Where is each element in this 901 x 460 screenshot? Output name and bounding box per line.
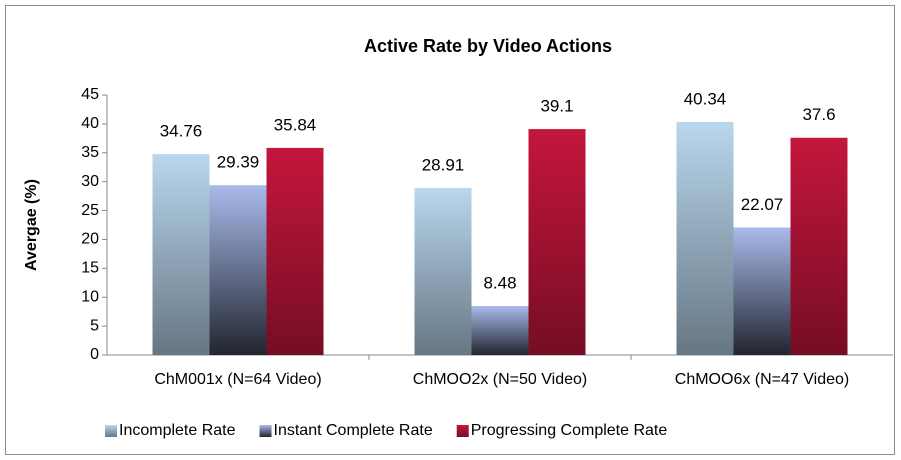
x-tick-label: ChMOO2x (N=50 Video) (413, 371, 587, 388)
legend-label: Incomplete Rate (119, 422, 236, 439)
value-label: 8.48 (483, 273, 516, 292)
bar (733, 227, 791, 355)
value-label: 40.34 (684, 89, 727, 108)
y-tick-label: 5 (90, 317, 99, 334)
bar (152, 154, 210, 355)
value-label: 29.39 (217, 153, 260, 172)
bar (414, 187, 472, 355)
value-label: 35.84 (274, 115, 317, 134)
value-label: 39.1 (540, 97, 573, 116)
chart-title: Active Rate by Video Actions (364, 36, 612, 56)
y-tick-label: 10 (81, 288, 99, 305)
y-tick-label: 20 (81, 231, 99, 248)
bar (209, 185, 267, 355)
value-label: 28.91 (422, 155, 465, 174)
y-tick-label: 35 (81, 144, 99, 161)
x-tick-label: ChM001x (N=64 Video) (154, 371, 321, 388)
value-label: 34.76 (160, 122, 203, 141)
bar (790, 137, 848, 355)
y-tick-label: 25 (81, 202, 99, 219)
y-tick-label: 15 (81, 260, 99, 277)
legend-label: Progressing Complete Rate (471, 422, 668, 439)
y-tick-label: 30 (81, 173, 99, 190)
y-tick-label: 40 (81, 115, 99, 132)
legend-label: Instant Complete Rate (274, 422, 433, 439)
y-axis-label: Avergae (%) (23, 179, 40, 271)
bar (528, 129, 586, 355)
value-label: 37.6 (802, 105, 835, 124)
y-tick-label: 45 (81, 86, 99, 103)
bar (676, 121, 734, 356)
bar (266, 147, 324, 355)
legend-swatch (259, 425, 272, 437)
x-tick-label: ChMOO6x (N=47 Video) (675, 371, 849, 388)
bar (471, 306, 529, 355)
legend-swatch (105, 425, 117, 437)
value-label: 22.07 (741, 195, 784, 214)
legend-swatch (456, 425, 469, 437)
y-tick-label: 0 (90, 346, 99, 363)
